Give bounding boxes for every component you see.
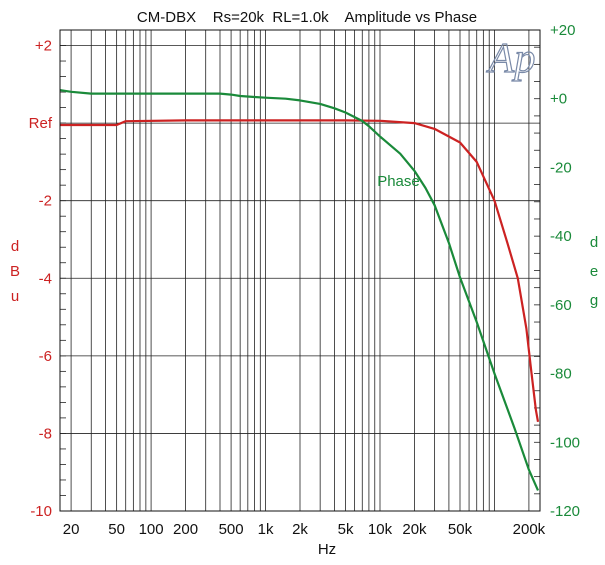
x-tick-label: 200k [513,521,546,538]
ap-logo: Ap [485,35,536,82]
right-tick-label: -20 [550,159,572,176]
right-tick-label: +20 [550,22,575,39]
left-tick-label: -10 [30,503,52,520]
x-tick-label: 20k [402,521,427,538]
x-tick-label: 5k [338,521,354,538]
right-axis-label-letter: g [590,292,598,309]
right-axis-label-letter: e [590,263,598,280]
left-axis-label-letter: u [11,288,19,305]
left-axis-label-letter: d [11,238,19,255]
left-tick-label: Ref [29,115,53,132]
x-tick-label: 200 [173,521,198,538]
right-tick-label: +0 [550,91,567,108]
left-tick-label: -4 [39,270,52,287]
right-tick-label: -80 [550,366,572,383]
x-tick-label: 2k [292,521,308,538]
right-tick-label: -40 [550,228,572,245]
x-tick-label: 20 [63,521,80,538]
x-tick-label: 500 [219,521,244,538]
tick-labels: 20 50 100 200 500 1k 2k 5k 10k 20k 50k 200k +2 Ref -2 -… [10,22,598,538]
left-tick-label: -6 [39,348,52,365]
left-tick-label: +2 [35,38,52,55]
right-tick-label: -120 [550,503,580,520]
right-tick-label: -60 [550,297,572,314]
ap-logo-text: Ap [486,36,536,82]
right-axis-label-letter: d [590,234,598,251]
x-tick-label: 10k [368,521,393,538]
left-tick-label: -8 [39,425,52,442]
x-tick-label: 50 [108,521,125,538]
plot-frame [59,29,541,512]
series-line-2 [60,89,540,491]
series-layer: Phase [60,89,540,491]
x-axis-label: Hz [318,541,336,558]
x-tick-label: 50k [448,521,473,538]
x-tick-label: 1k [258,521,274,538]
left-tick-label: -2 [39,193,52,210]
left-axis-label-letter: B [10,263,20,280]
phase-annotation: Phase [377,173,420,190]
x-tick-label: 100 [139,521,164,538]
right-tick-label: -100 [550,434,580,451]
chart-title: CM-DBX Rs=20k RL=1.0k Amplitude vs Phase [137,9,477,26]
series-line-1 [60,119,540,422]
grid [60,29,540,512]
